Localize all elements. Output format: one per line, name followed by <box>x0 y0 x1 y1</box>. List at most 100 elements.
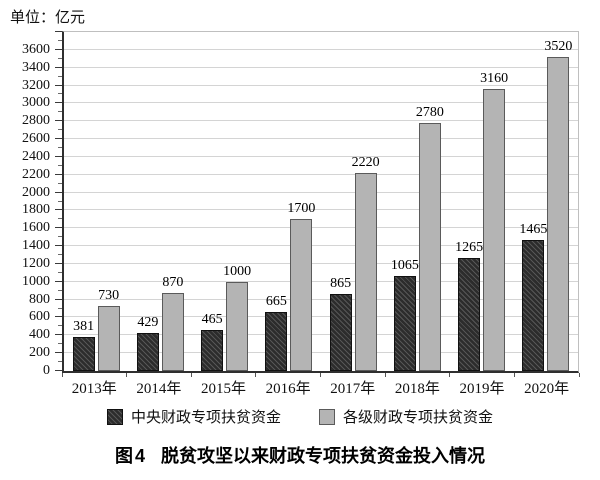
legend-label-central: 中央财政专项扶贫资金 <box>130 410 281 426</box>
x-label-2014年: 2014年 <box>136 381 182 397</box>
bar-value-label: 730 <box>98 288 120 303</box>
bar-central-2018年: 1065 <box>391 259 419 371</box>
x-axis-ticks <box>61 373 580 377</box>
bar-central-2013年: 381 <box>72 320 95 371</box>
y-tick-major-3200 <box>55 84 62 86</box>
gridline-3200 <box>64 84 578 86</box>
gridline-1400 <box>64 245 578 247</box>
y-tick-label-800: 800 <box>29 291 50 307</box>
bar-central-2015年: 465 <box>201 313 224 371</box>
y-tick-major-1000 <box>55 280 62 282</box>
y-tick-major-600 <box>55 316 62 318</box>
y-tick-major-400 <box>55 334 62 336</box>
x-tick-0 <box>61 373 63 377</box>
bar-value-label: 1265 <box>455 240 484 255</box>
bar-group-2017年: 865 2220 <box>321 32 385 371</box>
y-tick-label-3400: 3400 <box>22 59 50 75</box>
y-tick-label-1200: 1200 <box>22 255 50 271</box>
legend-swatch-central-icon <box>106 408 123 425</box>
bar-all-levels-2014年: 870 <box>161 276 184 371</box>
y-tick-minor-2500 <box>58 146 62 148</box>
y-axis-labels: 0 200 400 600 800 1000 1200 1400 1600 1800 2000 220… <box>0 32 50 377</box>
y-tick-major-1400 <box>55 245 62 247</box>
bar-group-2020年: 1465 3520 <box>514 32 578 371</box>
y-axis-ticks <box>54 31 62 371</box>
legend-item-central: 中央财政专项扶贫资金 <box>106 406 281 427</box>
x-label-2017年: 2017年 <box>330 381 376 397</box>
gridline-600 <box>64 316 578 318</box>
x-label-2020年: 2020年 <box>524 381 570 397</box>
x-tick-6 <box>449 373 451 377</box>
y-tick-label-1600: 1600 <box>22 220 50 236</box>
y-tick-minor-3300 <box>58 75 62 77</box>
bar-all-levels-2017年: 2220 <box>352 156 380 371</box>
gridline-800 <box>64 298 578 300</box>
gridline-1000 <box>64 280 578 282</box>
x-label-2016年: 2016年 <box>265 381 311 397</box>
bar-group-2016年: 665 1700 <box>257 32 321 371</box>
bar-central-2016年: 665 <box>265 295 288 371</box>
bar-value-label: 3520 <box>544 39 573 54</box>
figure-caption-text: 脱贫攻坚以来财政专项扶贫资金投入情况 <box>161 446 485 466</box>
bar-groups: 381 730 429 870 465 1000 665 1700 865 2220 1065 278… <box>64 32 578 371</box>
y-tick-label-1400: 1400 <box>22 238 50 254</box>
y-tick-label-3000: 3000 <box>22 95 50 111</box>
gridline-2600 <box>64 138 578 140</box>
figure-caption-number: 图4 <box>114 446 147 466</box>
legend-item-all-levels: 各级财政专项扶贫资金 <box>319 406 493 427</box>
y-tick-label-3600: 3600 <box>22 41 50 57</box>
gridline-2400 <box>64 155 578 157</box>
y-tick-label-1800: 1800 <box>22 202 50 218</box>
y-tick-major-2000 <box>55 191 62 193</box>
bar-value-label: 1700 <box>287 201 316 216</box>
y-tick-minor-700 <box>58 307 62 309</box>
figure-caption: 图4 脱贫攻坚以来财政专项扶贫资金投入情况 <box>0 442 600 468</box>
y-tick-minor-2100 <box>58 182 62 184</box>
bar-all-levels-2019年: 3160 <box>480 72 508 371</box>
gridline-1600 <box>64 227 578 229</box>
y-tick-minor-100 <box>58 361 62 363</box>
gridline-3000 <box>64 102 578 104</box>
bar-value-label: 2780 <box>415 105 444 120</box>
y-tick-minor-900 <box>58 289 62 291</box>
y-tick-major-2600 <box>55 138 62 140</box>
x-axis-labels: 2013年 2014年 2015年 2016年 2017年 2018年 2019年 2020年 <box>62 377 579 398</box>
unit-label: 单位：亿元 <box>10 10 86 26</box>
y-tick-major-3400 <box>55 66 62 68</box>
gridline-3400 <box>64 66 578 68</box>
bar-group-2013年: 381 730 <box>64 32 128 371</box>
gridline-2800 <box>64 120 578 122</box>
bar-all-levels-2020年: 3520 <box>544 40 572 371</box>
y-tick-label-2200: 2200 <box>22 166 50 182</box>
y-tick-major-2400 <box>55 155 62 157</box>
bar-all-levels-2013年: 730 <box>97 289 120 371</box>
bar-group-2019年: 1265 3160 <box>450 32 514 371</box>
x-tick-2 <box>190 373 192 377</box>
y-tick-major-2800 <box>55 120 62 122</box>
y-tick-major-0 <box>55 370 62 371</box>
bar-all-levels-2015年: 1000 <box>223 265 251 371</box>
gridline-200 <box>64 352 578 354</box>
bar-value-label: 665 <box>265 294 287 309</box>
y-tick-minor-1500 <box>58 236 62 238</box>
legend-label-all-levels: 各级财政专项扶贫资金 <box>343 410 494 426</box>
bar-value-label: 1000 <box>223 264 252 279</box>
bar-value-label: 429 <box>137 315 159 330</box>
y-tick-minor-300 <box>58 343 62 345</box>
bar-value-label: 1465 <box>519 222 548 237</box>
bar-central-2019年: 1265 <box>455 241 483 371</box>
bar-value-label: 381 <box>73 319 95 334</box>
bar-value-label: 870 <box>162 275 184 290</box>
bar-all-levels-2018年: 2780 <box>416 106 444 371</box>
y-tick-minor-2900 <box>58 111 62 113</box>
y-tick-minor-2300 <box>58 164 62 166</box>
bar-central-2020年: 1465 <box>519 223 547 371</box>
x-label-2019年: 2019年 <box>459 381 505 397</box>
gridline-1200 <box>64 262 578 264</box>
y-tick-minor-1900 <box>58 200 62 202</box>
bar-value-label: 1065 <box>390 258 419 273</box>
y-tick-major-1800 <box>55 209 62 211</box>
x-label-2013年: 2013年 <box>71 381 117 397</box>
bar-all-levels-2016年: 1700 <box>287 202 315 371</box>
gridline-1800 <box>64 209 578 211</box>
